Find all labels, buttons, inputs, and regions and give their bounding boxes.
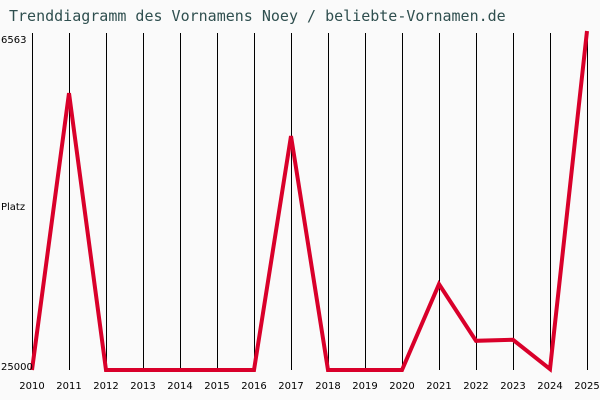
x-tick-label-2022: 2022 bbox=[463, 381, 489, 392]
x-tick-label-2025: 2025 bbox=[574, 381, 600, 392]
chart-title: Trenddiagramm des Vornamens Noey / belie… bbox=[9, 7, 506, 25]
x-tick-label-2019: 2019 bbox=[352, 381, 378, 392]
x-tick-label-2018: 2018 bbox=[315, 381, 341, 392]
x-tick-label-2015: 2015 bbox=[204, 381, 230, 392]
y-axis-top-label: 6563 bbox=[1, 35, 27, 46]
x-tick-label-2023: 2023 bbox=[500, 381, 526, 392]
x-tick-label-2011: 2011 bbox=[56, 381, 82, 392]
x-tick-label-2014: 2014 bbox=[167, 381, 193, 392]
vertical-gridlines bbox=[32, 33, 588, 370]
x-tick-label-2016: 2016 bbox=[241, 381, 267, 392]
x-tick-label-2021: 2021 bbox=[426, 381, 452, 392]
x-tick-label-2017: 2017 bbox=[278, 381, 304, 392]
y-axis-title: Platz bbox=[1, 202, 26, 213]
x-tick-label-2020: 2020 bbox=[389, 381, 415, 392]
x-tick-label-2012: 2012 bbox=[93, 381, 119, 392]
x-tick-label-2010: 2010 bbox=[19, 381, 45, 392]
y-axis-bottom-label: 25000 bbox=[1, 362, 33, 373]
x-tick-label-2013: 2013 bbox=[130, 381, 156, 392]
x-tick-label-2024: 2024 bbox=[537, 381, 563, 392]
trend-line bbox=[30, 30, 589, 373]
